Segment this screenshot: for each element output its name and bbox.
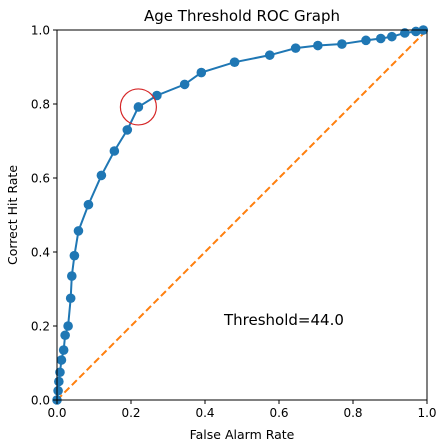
plot-frame (56, 29, 428, 401)
x-tick-label: 0.0 (47, 406, 66, 420)
roc-point (196, 67, 207, 78)
roc-point (229, 57, 240, 67)
roc-point (179, 79, 190, 90)
roc-point (96, 170, 107, 181)
roc-point (361, 35, 371, 46)
roc-point (56, 355, 67, 365)
x-tick-label: 0.8 (343, 406, 362, 420)
chance-diagonal-line (56, 29, 428, 401)
roc-point (55, 367, 65, 378)
roc-point (152, 90, 162, 101)
roc-point (290, 43, 301, 53)
roc-point (264, 50, 275, 60)
roc-point (313, 40, 323, 51)
roc-point (122, 125, 133, 135)
y-tick-label: 0.8 (31, 97, 50, 111)
roc-point (387, 31, 397, 42)
roc-point (73, 226, 84, 236)
y-tick-label: 1.0 (31, 23, 50, 37)
roc-point (63, 321, 73, 331)
threshold-highlight-circle (119, 88, 157, 126)
roc-point (411, 26, 421, 37)
plot-area (52, 25, 429, 405)
roc-point (60, 330, 70, 341)
roc-point (54, 376, 64, 387)
x-tick-label: 0.2 (121, 406, 140, 420)
x-tick-label: 0.4 (195, 406, 214, 420)
x-axis-label: False Alarm Rate (190, 427, 295, 442)
roc-point (65, 293, 76, 304)
y-tick-label: 0.2 (31, 319, 50, 333)
roc-point (109, 146, 120, 156)
y-tick-label: 0.4 (31, 245, 50, 259)
chart-title: Age Threshold ROC Graph (144, 7, 340, 25)
roc-point (67, 271, 77, 281)
roc-point (83, 199, 94, 210)
roc-point (53, 385, 63, 396)
roc-point (133, 102, 144, 112)
y-tick-label: 0.0 (31, 393, 50, 407)
roc-point (375, 33, 386, 44)
roc-point (400, 28, 410, 38)
roc-point (58, 345, 69, 355)
x-tick-label: 1.0 (417, 406, 436, 420)
x-tick-label: 0.6 (269, 406, 288, 420)
y-axis-label: Correct Hit Rate (5, 165, 20, 265)
roc-point (337, 39, 347, 49)
roc-point (69, 250, 80, 261)
y-axis: 0.0 0.2 0.4 0.6 0.8 1.0 (31, 23, 57, 407)
threshold-annotation: Threshold=44.0 (223, 311, 344, 329)
y-tick-label: 0.6 (31, 171, 50, 185)
x-axis: 0.0 0.2 0.4 0.6 0.8 1.0 (47, 400, 437, 420)
